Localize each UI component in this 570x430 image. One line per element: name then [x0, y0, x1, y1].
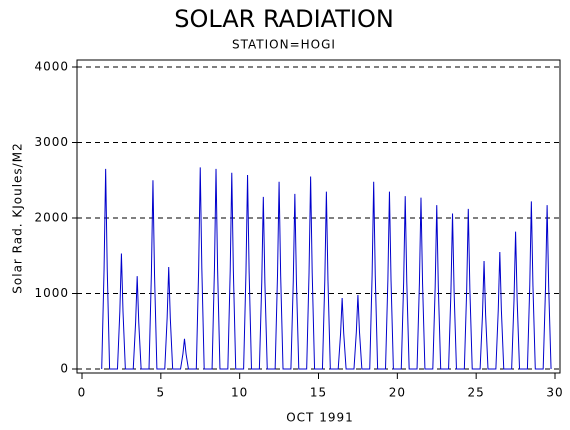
y-tick-label: 2000	[34, 211, 69, 225]
x-tick-label: 30	[546, 386, 563, 400]
y-tick-label: 4000	[34, 60, 69, 74]
x-tick-label: 5	[157, 386, 166, 400]
y-axis-label: Solar Rad. KJoules/M2	[11, 142, 25, 293]
x-tick-label: 15	[310, 386, 327, 400]
data-line	[101, 167, 552, 370]
x-tick-label: 25	[468, 386, 485, 400]
y-tick-label: 0	[60, 362, 69, 376]
chart-title: SOLAR RADIATION	[174, 5, 394, 33]
y-tick-label: 3000	[34, 135, 69, 149]
x-tick-label: 0	[78, 386, 87, 400]
chart-subtitle: STATION=HOGI	[232, 38, 336, 52]
x-axis-label: OCT 1991	[286, 411, 354, 425]
x-tick-label: 10	[231, 386, 248, 400]
plot-frame	[76, 59, 561, 374]
x-tick-label: 20	[389, 386, 406, 400]
y-tick-label: 1000	[34, 286, 69, 300]
